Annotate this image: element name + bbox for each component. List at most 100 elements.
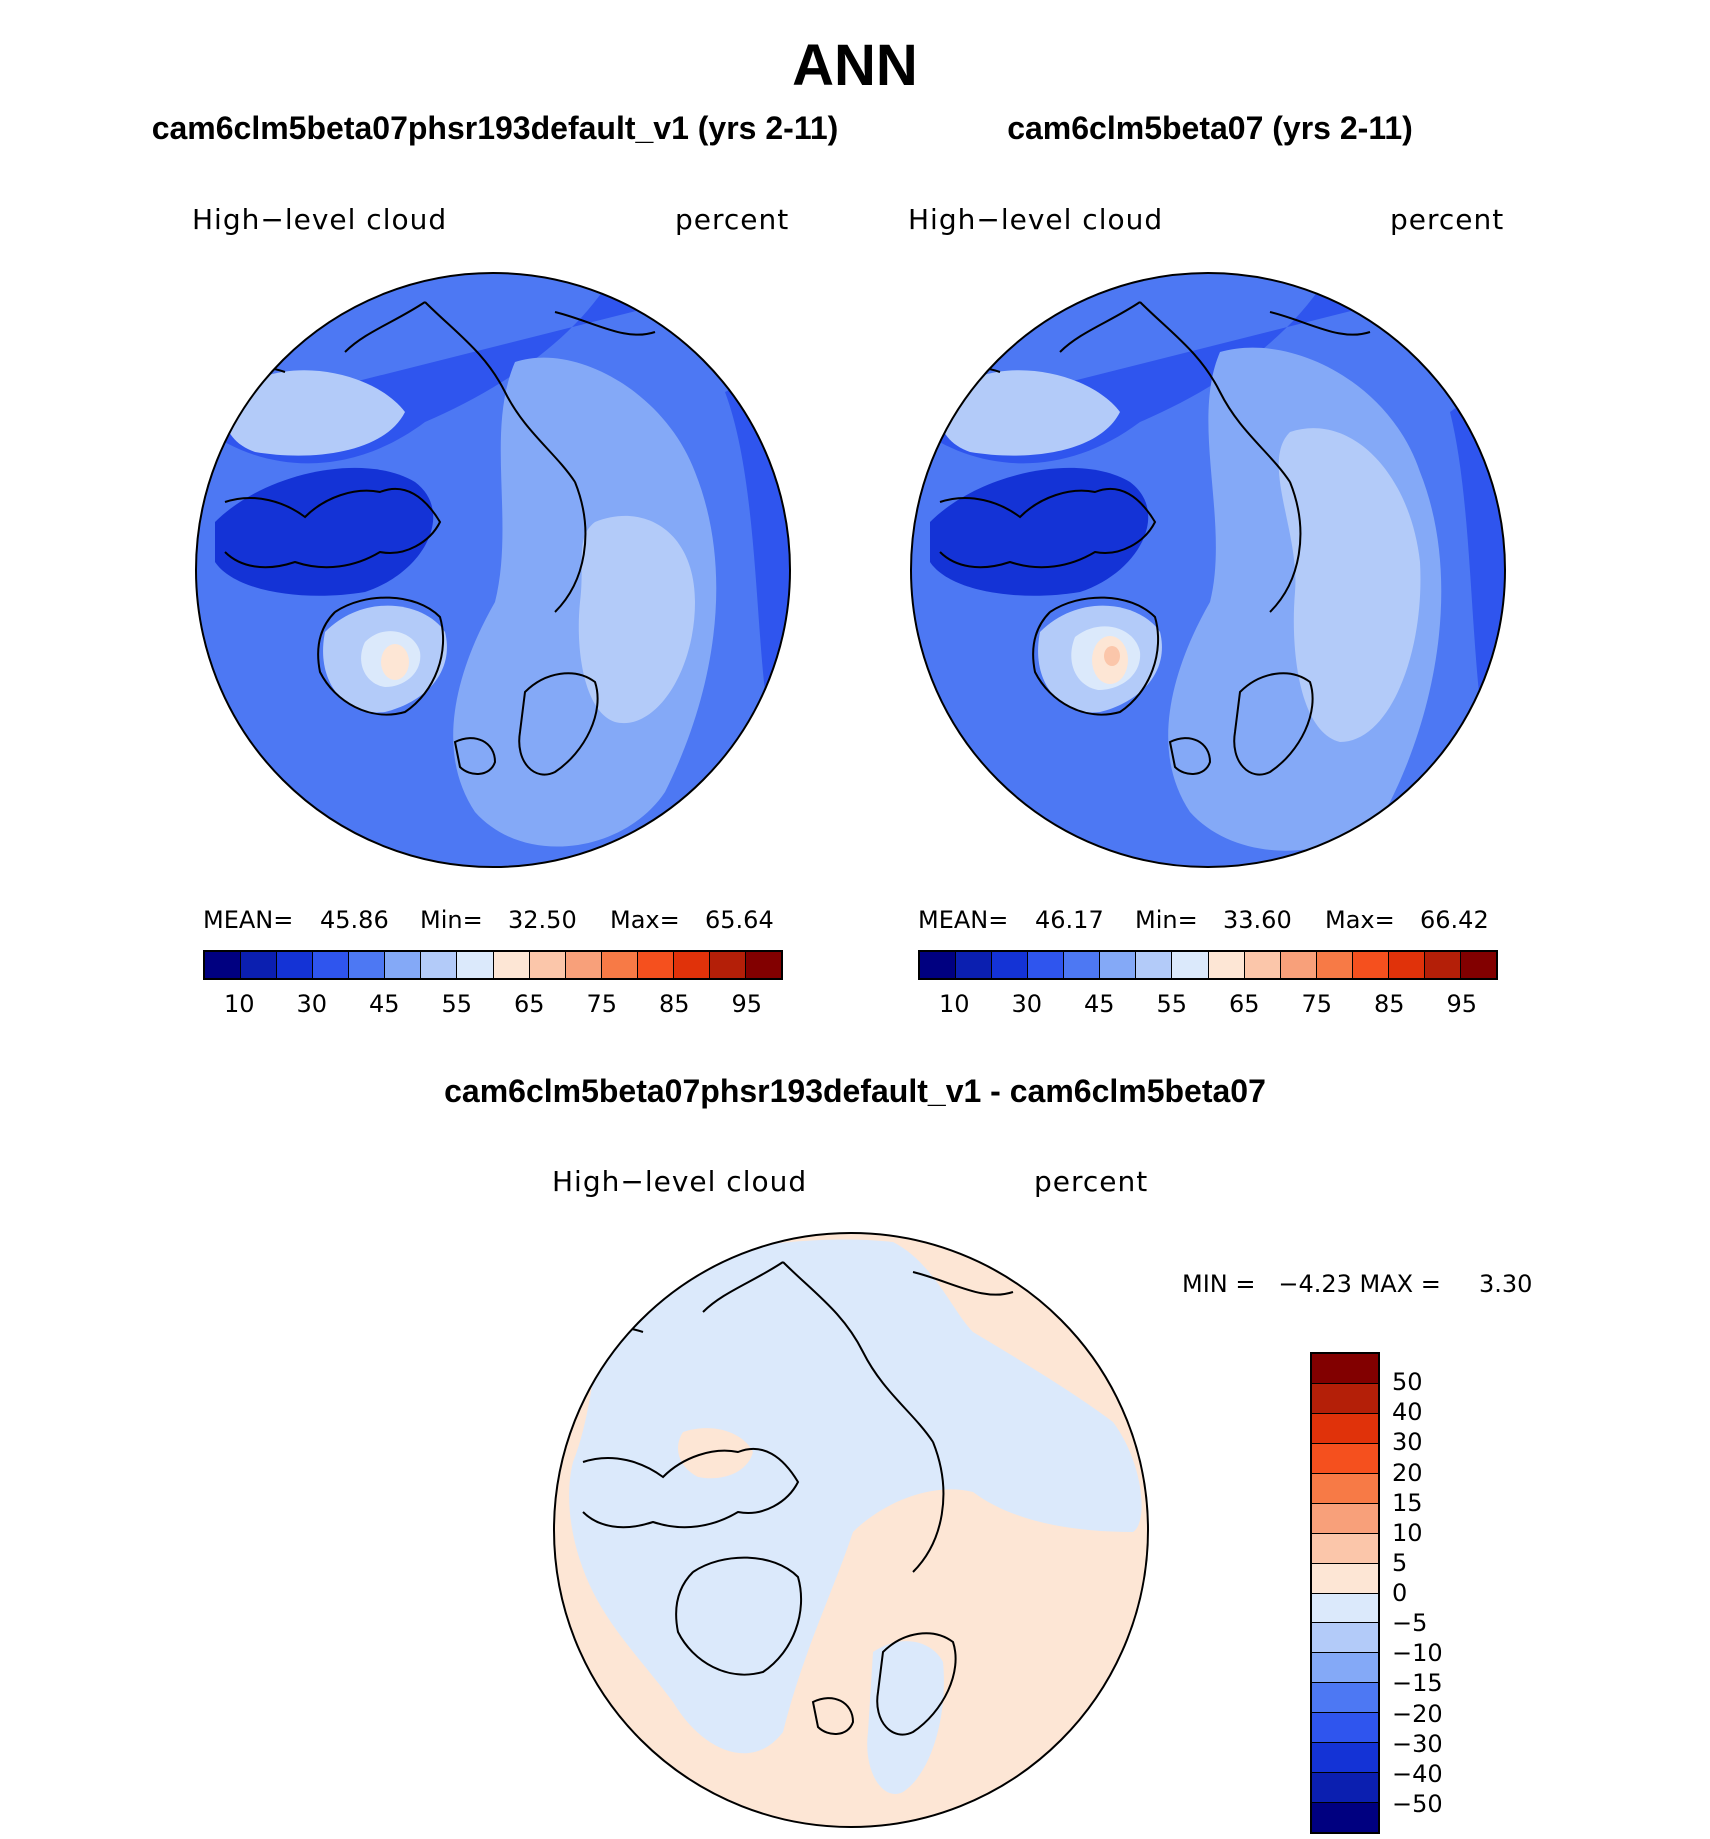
colorbar-swatch bbox=[313, 952, 350, 978]
panel1-min-value: 32.50 bbox=[508, 906, 577, 934]
colorbar-swatch bbox=[956, 952, 993, 978]
colorbar-swatch bbox=[1136, 952, 1173, 978]
colorbar-tick-label: −40 bbox=[1392, 1759, 1443, 1788]
colorbar-tick-label: 15 bbox=[1392, 1488, 1423, 1517]
colorbar-tick-label: 10 bbox=[223, 990, 255, 1018]
colorbar-swatch bbox=[1312, 1563, 1378, 1594]
colorbar-tick-label: 30 bbox=[1392, 1428, 1423, 1457]
panel1-colorbar bbox=[203, 950, 783, 980]
panel1-mean-label: MEAN= bbox=[203, 906, 294, 934]
colorbar-tick-label: 75 bbox=[586, 990, 618, 1018]
colorbar-tick-label: 95 bbox=[1446, 990, 1478, 1018]
diff-colorbar bbox=[1310, 1352, 1380, 1834]
colorbar-tick-label: 95 bbox=[731, 990, 763, 1018]
cloud-field-lighter bbox=[578, 515, 695, 724]
colorbar-swatch bbox=[1460, 952, 1496, 978]
colorbar-tick-label: −30 bbox=[1392, 1729, 1443, 1758]
colorbar-tick-label: 10 bbox=[938, 990, 970, 1018]
colorbar-swatch bbox=[1244, 952, 1281, 978]
colorbar-tick-label: −15 bbox=[1392, 1669, 1443, 1698]
colorbar-tick-label: 30 bbox=[1011, 990, 1043, 1018]
colorbar-swatch bbox=[1312, 1503, 1378, 1534]
colorbar-swatch bbox=[601, 952, 638, 978]
colorbar-tick-label: 55 bbox=[441, 990, 473, 1018]
panel1-min-label: Min= bbox=[420, 906, 483, 934]
diff-field-positive-island bbox=[678, 1428, 753, 1479]
panel2-max-label: Max= bbox=[1325, 906, 1395, 934]
panel2-max-value: 66.42 bbox=[1420, 906, 1489, 934]
panel1-max-value: 65.64 bbox=[705, 906, 774, 934]
colorbar-tick-label: 40 bbox=[1392, 1398, 1423, 1427]
colorbar-tick-label: 75 bbox=[1301, 990, 1333, 1018]
cloud-field-light-west bbox=[224, 370, 405, 456]
colorbar-swatch bbox=[1312, 1773, 1378, 1804]
cloud-field-light-west bbox=[939, 370, 1120, 456]
colorbar-swatch bbox=[457, 952, 494, 978]
panel1-variable-label: High−level cloud bbox=[192, 203, 448, 236]
panel2-mean-label: MEAN= bbox=[918, 906, 1009, 934]
colorbar-swatch bbox=[1100, 952, 1137, 978]
colorbar-tick-label: 5 bbox=[1392, 1548, 1408, 1577]
colorbar-swatch bbox=[1388, 952, 1425, 978]
panel2-mean-value: 46.17 bbox=[1035, 906, 1104, 934]
panel2-colorbar bbox=[918, 950, 1498, 980]
colorbar-tick-label: −20 bbox=[1392, 1699, 1443, 1728]
colorbar-swatch bbox=[1028, 952, 1065, 978]
colorbar-tick-label: 45 bbox=[1083, 990, 1115, 1018]
panel2-min-label: Min= bbox=[1135, 906, 1198, 934]
colorbar-swatch bbox=[1312, 1354, 1378, 1384]
greenland-peak bbox=[381, 644, 409, 680]
colorbar-tick-label: 10 bbox=[1392, 1518, 1423, 1547]
panel2-variable-label: High−level cloud bbox=[908, 203, 1164, 236]
colorbar-tick-label: 55 bbox=[1156, 990, 1188, 1018]
colorbar-swatch bbox=[349, 952, 386, 978]
colorbar-swatch bbox=[1312, 1533, 1378, 1564]
colorbar-swatch bbox=[1280, 952, 1317, 978]
panel1-mean-value: 45.86 bbox=[320, 906, 389, 934]
colorbar-swatch bbox=[205, 952, 242, 978]
colorbar-swatch bbox=[565, 952, 602, 978]
colorbar-swatch bbox=[1312, 1473, 1378, 1504]
diff-field-negative bbox=[569, 1239, 1142, 1754]
panel2-colorbar-ticks: 10 30 45 55 65 75 85 95 bbox=[918, 990, 1498, 1020]
panel1-polar-map bbox=[195, 272, 791, 868]
colorbar-swatch bbox=[673, 952, 710, 978]
colorbar-swatch bbox=[1312, 1653, 1378, 1684]
colorbar-tick-label: 0 bbox=[1392, 1579, 1408, 1607]
colorbar-swatch bbox=[1312, 1803, 1378, 1832]
colorbar-swatch bbox=[1312, 1593, 1378, 1624]
colorbar-swatch bbox=[277, 952, 314, 978]
panel1-max-label: Max= bbox=[610, 906, 680, 934]
colorbar-swatch bbox=[1312, 1743, 1378, 1774]
colorbar-swatch bbox=[241, 952, 278, 978]
colorbar-swatch bbox=[493, 952, 530, 978]
colorbar-tick-label: 65 bbox=[513, 990, 545, 1018]
panel1-case-title: cam6clm5beta07phsr193default_v1 (yrs 2-1… bbox=[151, 110, 839, 146]
colorbar-swatch bbox=[1312, 1413, 1378, 1444]
colorbar-swatch bbox=[992, 952, 1029, 978]
colorbar-swatch bbox=[1208, 952, 1245, 978]
colorbar-swatch bbox=[529, 952, 566, 978]
colorbar-tick-label: 85 bbox=[1373, 990, 1405, 1018]
cloud-field-lighter bbox=[1278, 428, 1421, 742]
colorbar-tick-label: 30 bbox=[296, 990, 328, 1018]
colorbar-swatch bbox=[1172, 952, 1209, 978]
colorbar-swatch bbox=[1064, 952, 1101, 978]
colorbar-tick-label: 50 bbox=[1392, 1368, 1423, 1397]
panel2-min-value: 33.60 bbox=[1223, 906, 1292, 934]
diff-colorbar-ticks: 50 40 30 20 15 10 5 0 −5 −10 −15 −20 −30 −40 −50 bbox=[1392, 1352, 1472, 1834]
colorbar-tick-label: 85 bbox=[658, 990, 690, 1018]
greenland-peak-inner bbox=[1104, 646, 1120, 666]
panel1-colorbar-ticks: 10 30 45 55 65 75 85 95 bbox=[203, 990, 783, 1020]
diff-minmax-text: MIN = −4.23 MAX = 3.30 bbox=[1182, 1270, 1533, 1298]
colorbar-tick-label: 20 bbox=[1392, 1458, 1423, 1487]
diff-title: cam6clm5beta07phsr193default_v1 - cam6cl… bbox=[444, 1073, 1266, 1109]
diff-variable-label: High−level cloud bbox=[552, 1165, 808, 1198]
colorbar-swatch bbox=[745, 952, 781, 978]
colorbar-swatch bbox=[1312, 1683, 1378, 1714]
panel2-polar-map bbox=[910, 272, 1506, 868]
colorbar-tick-label: 45 bbox=[368, 990, 400, 1018]
colorbar-tick-label: 65 bbox=[1228, 990, 1260, 1018]
colorbar-swatch bbox=[1312, 1443, 1378, 1474]
colorbar-tick-label: −50 bbox=[1392, 1789, 1443, 1818]
